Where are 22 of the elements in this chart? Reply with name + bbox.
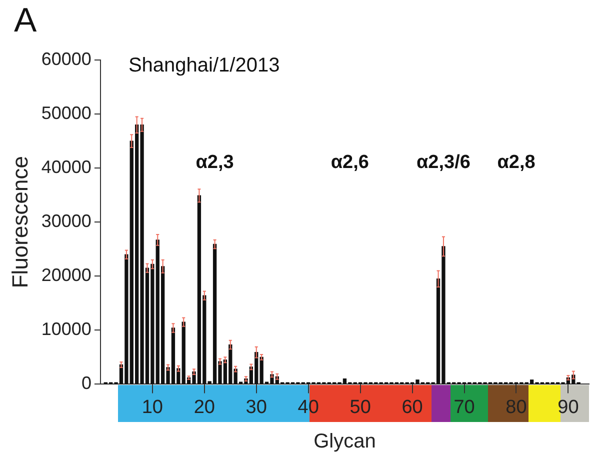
y-tick-label: 50000 [41, 103, 92, 123]
y-tick-label: 10000 [41, 319, 92, 340]
x-tick-label: 70 [454, 396, 475, 418]
x-tick-label: 20 [194, 396, 215, 418]
x-tick-label: 10 [142, 396, 163, 418]
y-tick-label: 30000 [41, 211, 92, 232]
annotation: α2,6 [330, 152, 369, 173]
chart-title: Shanghai/1/2013 [128, 54, 280, 77]
y-axis-title: Fluorescence [7, 156, 32, 288]
y-tick-label: 20000 [41, 265, 92, 286]
x-tick-label: 80 [506, 396, 527, 418]
x-tick-label: 60 [402, 396, 423, 418]
x-tick-label: 50 [350, 396, 371, 418]
y-tick-label: 0 [81, 373, 92, 394]
annotation: α2,3/6 [416, 152, 470, 173]
y-tick-label: 40000 [41, 157, 92, 178]
annotation: α2,3 [196, 152, 234, 173]
x-tick-label: 30 [246, 396, 267, 418]
y-tick-label: 60000 [41, 48, 92, 69]
annotation: α2,8 [497, 152, 536, 173]
x-axis-title: Glycan [314, 430, 376, 453]
text: A [14, 1, 37, 40]
